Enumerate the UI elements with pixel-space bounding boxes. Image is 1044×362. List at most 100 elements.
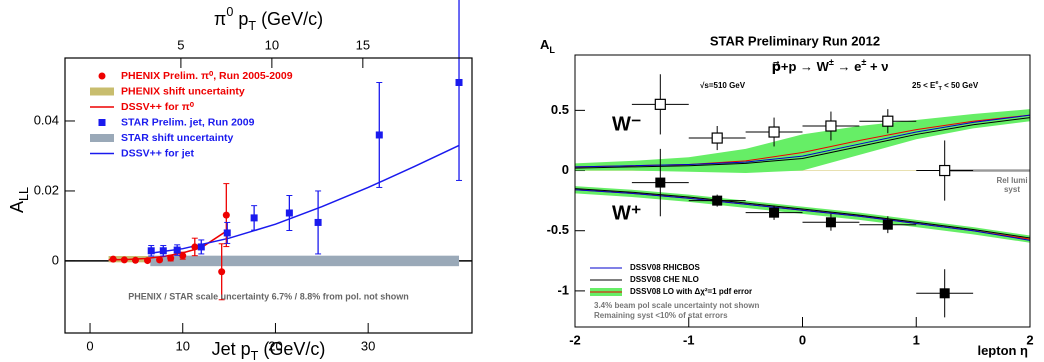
data-point bbox=[654, 98, 666, 110]
data-point bbox=[159, 247, 167, 255]
x2-tick-label: 10 bbox=[265, 37, 279, 52]
label-part: T bbox=[248, 19, 256, 33]
label-part: e bbox=[935, 80, 938, 86]
theory-line bbox=[574, 114, 1031, 168]
chart-title: STAR Preliminary Run 2012 bbox=[710, 33, 880, 48]
legend-marker bbox=[98, 72, 106, 80]
x-tick-label: 1 bbox=[913, 332, 920, 347]
data-point bbox=[712, 195, 723, 206]
data-point bbox=[825, 120, 837, 132]
data-point bbox=[769, 207, 780, 218]
label-part: (GeV/c) bbox=[258, 339, 325, 359]
data-point bbox=[222, 211, 230, 219]
x-axis-label: Jet pT (GeV/c) bbox=[212, 339, 326, 362]
y-axis-label: AL bbox=[540, 37, 555, 55]
label-part: T bbox=[251, 349, 259, 362]
energy-label: √s=510 GeV bbox=[700, 81, 746, 90]
label-part: Jet p bbox=[212, 339, 251, 359]
data-point bbox=[375, 131, 383, 139]
x-tick-label: -1 bbox=[683, 332, 695, 347]
y-tick-label: -0.5 bbox=[547, 222, 569, 237]
x2-tick-label: 5 bbox=[177, 37, 184, 52]
note: 3.4% beam pol scale uncertainty not show… bbox=[594, 301, 759, 310]
legend-marker bbox=[90, 87, 114, 96]
data-point bbox=[144, 257, 152, 265]
theory-line bbox=[150, 144, 460, 254]
legend-label: STAR Prelim. jet, Run 2009 bbox=[121, 116, 255, 128]
x-tick-label: 10 bbox=[176, 338, 190, 353]
plot-frame bbox=[574, 54, 1031, 328]
cut-label: 25 < EeT < 50 GeV bbox=[912, 80, 979, 92]
label-part: ± bbox=[861, 57, 866, 67]
data-point bbox=[173, 246, 181, 254]
data-point bbox=[167, 254, 175, 262]
pdf-error-band bbox=[575, 109, 1030, 173]
x-tick-label: 0 bbox=[86, 338, 93, 353]
y-tick-label: -1 bbox=[557, 282, 569, 297]
legend-label: DSSV++ for π⁰ bbox=[121, 101, 195, 113]
data-point bbox=[768, 126, 780, 138]
y-axis-label: ALL bbox=[7, 187, 32, 213]
y-tick-label: 0 bbox=[562, 162, 569, 177]
rel-lumi-label: Rel lumi bbox=[996, 176, 1027, 185]
x-tick-label: 0 bbox=[799, 332, 806, 347]
data-point bbox=[250, 214, 258, 222]
label-part: 0 bbox=[226, 5, 233, 19]
label-part: p bbox=[233, 9, 248, 29]
label-part: T bbox=[938, 86, 942, 92]
data-point bbox=[179, 252, 187, 260]
x2-axis-label: π0 pT (GeV/c) bbox=[214, 5, 323, 33]
legend-marker bbox=[98, 119, 106, 126]
label-part: A bbox=[7, 201, 27, 213]
data-point bbox=[120, 256, 128, 264]
data-point bbox=[314, 218, 322, 226]
data-point bbox=[711, 132, 723, 144]
label-part: → e bbox=[834, 59, 861, 74]
data-point bbox=[191, 243, 199, 251]
data-point bbox=[939, 164, 951, 177]
reaction-label: p⃗+p → W± → e± + ν bbox=[772, 57, 889, 74]
legend-label: DSSV++ for jet bbox=[121, 147, 194, 159]
theory-line bbox=[574, 117, 1031, 169]
legend-label: PHENIX Prelim. π⁰, Run 2005-2009 bbox=[121, 70, 293, 82]
plot-frame bbox=[64, 57, 473, 334]
rel-lumi-band bbox=[950, 169, 1030, 172]
legend-label: DSSV08 RHICBOS bbox=[630, 263, 700, 272]
label-part: √s=510 GeV bbox=[700, 81, 746, 90]
curve-label: W⁻ bbox=[612, 113, 641, 135]
legend-label: STAR shift uncertainty bbox=[121, 132, 234, 144]
data-point bbox=[218, 268, 226, 276]
label-part: (GeV/c) bbox=[256, 9, 323, 29]
x-tick-label: 20 bbox=[268, 338, 282, 353]
data-point bbox=[655, 177, 666, 188]
x-tick-label: -2 bbox=[569, 332, 581, 347]
label-part: lepton η bbox=[977, 343, 1028, 358]
data-point bbox=[882, 115, 894, 127]
y-tick-label: 0.04 bbox=[34, 112, 59, 127]
data-point bbox=[156, 256, 164, 264]
legend-label: PHENIX shift uncertainty bbox=[121, 85, 245, 97]
data-point bbox=[825, 217, 836, 228]
theory-line bbox=[108, 230, 227, 261]
legend-label: DSSV08 LO with Δχ²=1 pdf error bbox=[630, 287, 752, 296]
x2-tick-label: 15 bbox=[356, 37, 370, 52]
label-part: LL bbox=[17, 187, 31, 201]
data-point bbox=[197, 243, 205, 251]
data-point bbox=[939, 288, 950, 299]
x-tick-label: 30 bbox=[361, 338, 375, 353]
data-point bbox=[147, 247, 155, 255]
legend-marker bbox=[90, 134, 114, 142]
label-part: L bbox=[549, 45, 555, 55]
label-part: ± bbox=[829, 57, 834, 67]
label-part: < 50 GeV bbox=[942, 81, 979, 90]
data-point bbox=[882, 219, 893, 230]
shift-band bbox=[150, 255, 460, 267]
note: PHENIX / STAR scale uncertainty 6.7% / 8… bbox=[128, 291, 408, 301]
y-tick-label: 0.02 bbox=[34, 182, 59, 197]
data-point bbox=[223, 229, 231, 237]
legend-label: DSSV08 CHE NLO bbox=[630, 275, 699, 284]
label-part: + ν bbox=[866, 59, 888, 74]
data-point bbox=[109, 255, 117, 263]
y-tick-label: 0.5 bbox=[551, 102, 569, 117]
